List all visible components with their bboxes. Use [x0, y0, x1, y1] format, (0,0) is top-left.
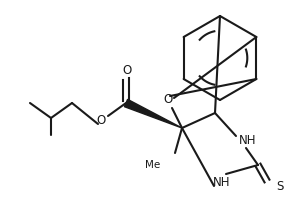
- Text: O: O: [122, 63, 132, 77]
- Polygon shape: [124, 99, 182, 128]
- Text: O: O: [163, 93, 173, 107]
- Text: S: S: [276, 180, 284, 192]
- Text: NH: NH: [213, 176, 231, 188]
- Text: NH: NH: [239, 133, 257, 147]
- Text: O: O: [96, 115, 105, 127]
- Text: Me: Me: [145, 160, 161, 170]
